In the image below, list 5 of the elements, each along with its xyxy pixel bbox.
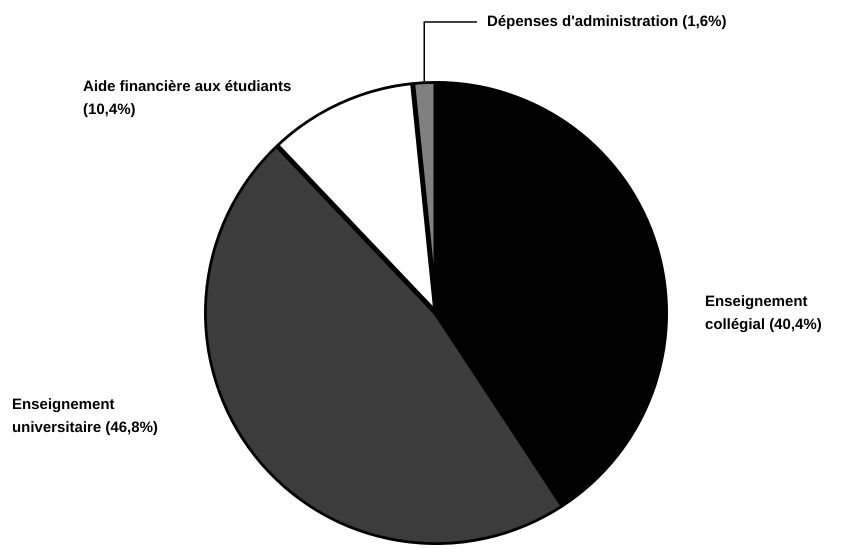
slice-label: Enseignement collégial (40,4%) xyxy=(705,293,822,334)
slice-label: Enseignement universitaire (46,8%) xyxy=(12,396,158,436)
slice-label: Aide financière aux étudiants xyxy=(83,78,292,96)
data-label: (10,4%) xyxy=(83,101,136,118)
slice-label: Dépenses d'administration (1,6%) xyxy=(487,13,726,30)
